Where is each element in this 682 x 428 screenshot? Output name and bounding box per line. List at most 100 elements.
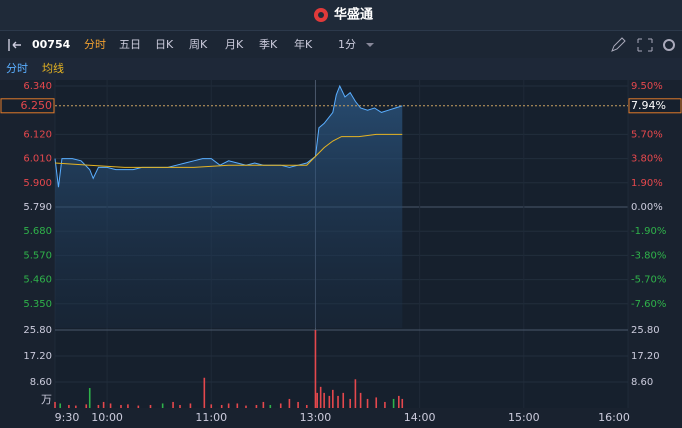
- volume-bar: [328, 395, 331, 408]
- tab-group: 分时 五日 日K 周K 月K 季K 年K: [84, 37, 313, 51]
- volume-bar: [337, 395, 339, 408]
- y-tick-label: 6.010: [23, 154, 52, 165]
- header-bar: [0, 0, 682, 30]
- volume-bar: [401, 398, 404, 408]
- y2-tick-label: -7.60%: [631, 299, 666, 310]
- y2-tick-label: 5.70%: [631, 129, 663, 140]
- volume-bar: [127, 404, 129, 408]
- volume-bar: [172, 401, 174, 408]
- volume-bar: [269, 404, 272, 408]
- volume-tick-label-right: 17.20: [631, 351, 660, 362]
- toolbar: [0, 30, 682, 58]
- tab[interactable]: 五日: [119, 38, 141, 51]
- volume-bar: [375, 397, 378, 408]
- x-tick-label: 13:00: [300, 411, 332, 424]
- volume-bar: [120, 404, 122, 408]
- volume-unit: 万: [41, 393, 52, 406]
- interval[interactable]: 1分: [338, 38, 356, 51]
- volume-bar: [398, 395, 400, 408]
- y-tick-label: 5.680: [23, 226, 52, 237]
- volume-bar: [314, 330, 317, 408]
- volume-bar: [102, 401, 105, 408]
- tab[interactable]: 分时: [84, 38, 106, 51]
- header-title: 华盛通: [334, 7, 373, 23]
- y-tick-label: 6.340: [23, 81, 52, 92]
- y2-tick-label: -3.80%: [631, 250, 666, 261]
- pen-icon[interactable]: [611, 37, 626, 52]
- volume-bar: [384, 401, 386, 408]
- tab[interactable]: 季K: [259, 38, 278, 51]
- tab[interactable]: 周K: [189, 38, 208, 51]
- tab[interactable]: 月K: [225, 38, 244, 51]
- volume-bar: [354, 379, 357, 408]
- y2-tick-label: 9.50%: [631, 81, 663, 92]
- series-line: [54, 133, 403, 168]
- volume-tick-label: 17.20: [23, 351, 52, 362]
- y-tick-label: 5.350: [23, 299, 52, 310]
- tab[interactable]: 年K: [294, 37, 313, 51]
- dropdown-arrow[interactable]: [366, 43, 374, 47]
- volume-bar: [109, 403, 112, 408]
- last-change-box: [628, 98, 682, 114]
- volume-bar: [59, 403, 62, 408]
- y-tick-label: 5.570: [23, 250, 52, 261]
- legend-entry: 分时: [6, 62, 28, 75]
- volume-bar: [137, 405, 140, 408]
- volume-bar: [220, 404, 223, 408]
- volume-bar: [316, 392, 318, 408]
- volume-bar: [75, 405, 77, 408]
- stock-code: 00754: [32, 38, 71, 51]
- volume-bar: [88, 388, 91, 408]
- legend-bar: [0, 58, 682, 80]
- volume-bar: [236, 403, 239, 408]
- volume-tick-label-right: 25.80: [631, 325, 660, 336]
- volume-bar: [245, 405, 247, 408]
- volume-bar: [342, 392, 345, 408]
- logo-icon-hole: [318, 12, 324, 18]
- volume-bar: [203, 377, 206, 408]
- volume-bar: [323, 392, 325, 408]
- last-price-box: [0, 98, 55, 114]
- last-price-label: 6.250: [21, 99, 53, 112]
- volume-bar: [85, 404, 88, 408]
- volume-tick-label: 8.60: [30, 377, 52, 388]
- volume-bar: [288, 398, 291, 408]
- volume-bar: [149, 404, 152, 408]
- volume-bar: [161, 403, 164, 408]
- price-area: [55, 86, 403, 328]
- volume-bar: [305, 404, 308, 408]
- y2-tick-label: 1.90%: [631, 178, 663, 189]
- volume-bar: [392, 398, 395, 408]
- volume-bar: [97, 404, 100, 408]
- y2-tick-label: 3.80%: [631, 154, 663, 165]
- volume-bar: [262, 401, 265, 408]
- volume-bar: [366, 398, 369, 408]
- tab[interactable]: 日K: [155, 38, 174, 51]
- collapse-icon[interactable]: [8, 39, 21, 51]
- volume-bar: [227, 403, 230, 408]
- settings-icon[interactable]: [663, 39, 675, 51]
- volume-bar: [179, 404, 181, 408]
- volume-bar: [359, 392, 362, 408]
- volume-bar: [319, 386, 322, 408]
- x-tick-label: 16:00: [598, 411, 630, 424]
- volume-tick-label-right: 8.60: [631, 377, 653, 388]
- y-tick-label: 5.790: [23, 202, 52, 213]
- volume-bar: [349, 398, 351, 408]
- volume-bar: [255, 404, 258, 408]
- x-tick-label: 10:00: [91, 411, 123, 424]
- volume-bar: [210, 404, 213, 408]
- y-tick-label: 5.900: [23, 178, 52, 189]
- x-tick-label: 9:30: [55, 411, 80, 424]
- volume-tick-label: 25.80: [23, 325, 52, 336]
- y-tick-label: 5.460: [23, 275, 52, 286]
- y-tick-label: 6.120: [23, 129, 52, 140]
- y2-tick-label: -5.70%: [631, 275, 666, 286]
- expand-icon[interactable]: [637, 38, 653, 52]
- volume-bar: [279, 403, 282, 408]
- y2-tick-label: 0.00%: [631, 202, 663, 213]
- x-tick-label: 15:00: [508, 411, 540, 424]
- x-tick-label: 11:00: [195, 411, 227, 424]
